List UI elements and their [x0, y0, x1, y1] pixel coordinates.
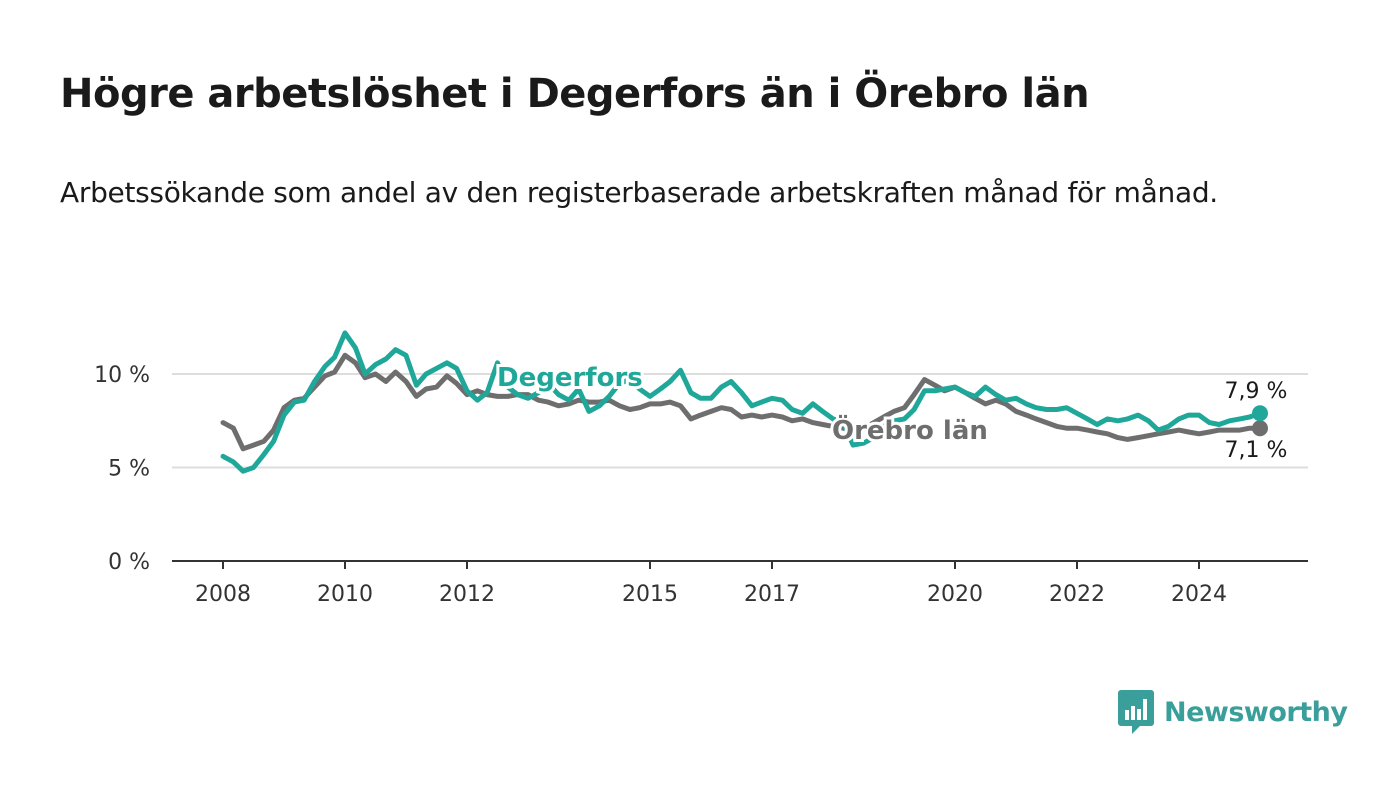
end-value-orebro-lan: 7,1 %: [1225, 438, 1288, 463]
series-lines: [220, 330, 1268, 474]
x-tick-label: 2024: [1171, 582, 1227, 607]
bar-chart-logo-icon: [1118, 690, 1154, 734]
x-axis: 2008 2010 2012 2015 2017 2020 2022 2024: [172, 560, 1308, 607]
chart-subtitle: Arbetssökande som andel av den registerb…: [60, 176, 1218, 209]
y-axis-ticks: 0 % 5 % 10 %: [94, 363, 150, 575]
series-line-orebro-lan: [220, 352, 1263, 452]
y-tick-label: 5 %: [108, 457, 150, 482]
x-tick-label: 2015: [622, 582, 678, 607]
series-label-orebro-lan: Örebro län: [832, 413, 988, 446]
end-value-degerfors: 7,9 %: [1225, 379, 1288, 404]
x-tick-label: 2010: [317, 582, 373, 607]
end-point-orebro-lan: [1252, 420, 1268, 437]
x-tick-label: 2017: [744, 582, 800, 607]
x-tick-label: 2012: [439, 582, 495, 607]
series-line-degerfors: [220, 330, 1263, 474]
end-point-degerfors: [1252, 405, 1268, 422]
x-tick-label: 2022: [1049, 582, 1105, 607]
series-label-degerfors: Degerfors: [497, 363, 643, 393]
x-tick-label: 2020: [927, 582, 983, 607]
x-tick-label: 2008: [195, 582, 251, 607]
series-labels: Degerfors Örebro län 7,9 % 7,1 %: [494, 360, 1288, 463]
chart-title: Högre arbetslöshet i Degerfors än i Öreb…: [60, 71, 1090, 117]
newsworthy-brand: Newsworthy: [1118, 690, 1348, 734]
brand-name: Newsworthy: [1164, 696, 1348, 728]
y-tick-label: 10 %: [94, 363, 150, 388]
y-tick-label: 0 %: [108, 550, 150, 575]
